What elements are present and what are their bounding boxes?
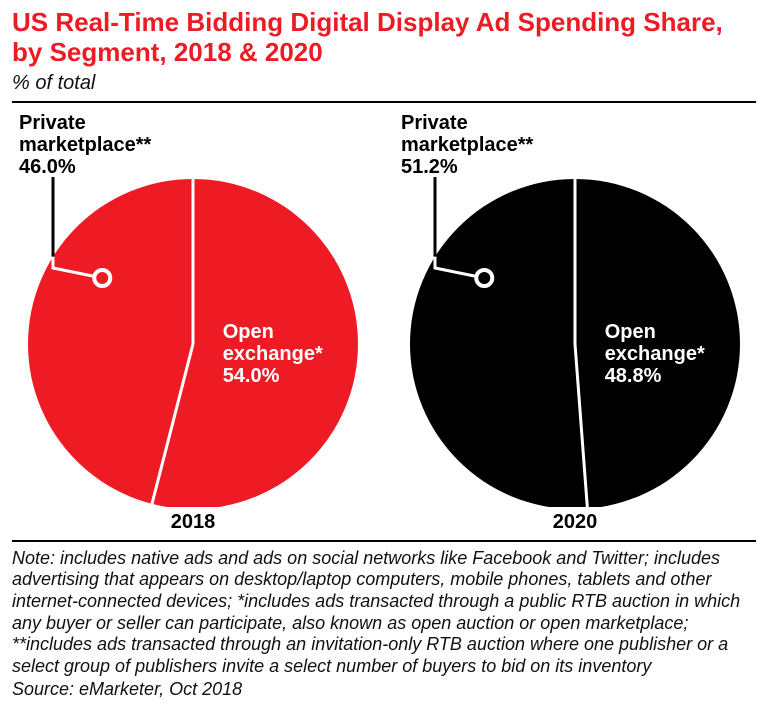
open-label-line: exchange* [605, 343, 705, 365]
private-label-line: Private [401, 112, 468, 134]
chart-title: US Real-Time Bidding Digital Display Ad … [12, 8, 756, 68]
open-label-line: Open [223, 321, 274, 343]
open-label-line: exchange* [223, 343, 323, 365]
open-label-line: Open [605, 321, 656, 343]
charts-row: Privatemarketplace**46.0%Openexchange*54… [12, 103, 756, 540]
private-label-line: marketplace** [19, 134, 152, 156]
marker-dot [476, 270, 492, 286]
open-label-line: 48.8% [605, 365, 662, 387]
chart-2020: Privatemarketplace**51.2% Openexchange*48… [394, 107, 756, 534]
pie-2020: Privatemarketplace**51.2% Openexchange*48… [395, 107, 755, 507]
private-label-line: Private [19, 112, 86, 134]
chart-subtitle: % of total [12, 72, 756, 95]
bottom-rule [12, 540, 756, 542]
private-label-line: 46.0% [19, 156, 76, 178]
chart-2018: Privatemarketplace**46.0% Openexchange*54… [12, 107, 374, 534]
year-label-2018: 2018 [171, 511, 216, 534]
pie-2018: Privatemarketplace**46.0% Openexchange*54… [13, 107, 373, 507]
footnote: Note: includes native ads and ads on soc… [12, 548, 756, 678]
marker-dot [94, 270, 110, 286]
private-label-line: 51.2% [401, 156, 458, 178]
year-label-2020: 2020 [553, 511, 598, 534]
open-label-line: 54.0% [223, 365, 280, 387]
source-line: Source: eMarketer, Oct 2018 [12, 679, 756, 700]
private-label-line: marketplace** [401, 134, 534, 156]
